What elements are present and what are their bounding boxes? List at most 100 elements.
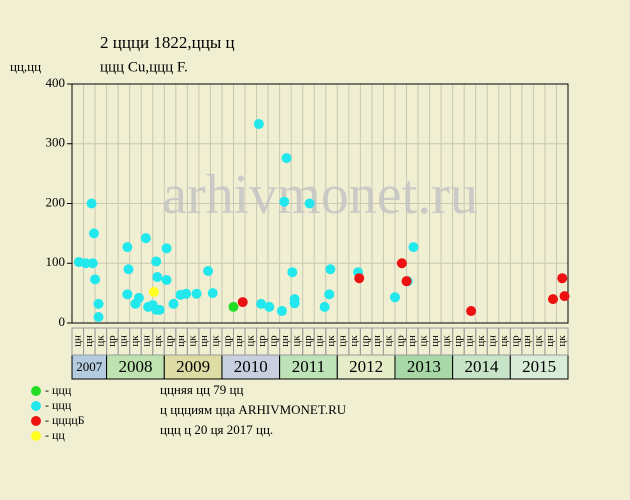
year-label: 2008 bbox=[118, 357, 152, 376]
point bbox=[203, 266, 214, 277]
legend-marker bbox=[31, 401, 41, 411]
point bbox=[264, 301, 275, 312]
column-label: цн bbox=[429, 335, 441, 347]
chart-title: 2 ццци 1822,ццы ц bbox=[100, 33, 235, 52]
column-label: цр bbox=[360, 335, 372, 347]
column-label: цр bbox=[267, 335, 279, 347]
column-label: цн bbox=[279, 335, 291, 347]
note: ц ццциям цца ARHIVMONET.RU bbox=[160, 402, 347, 417]
year-band bbox=[394, 354, 454, 380]
point bbox=[86, 198, 97, 209]
point bbox=[80, 258, 91, 269]
year-label: 2012 bbox=[349, 357, 383, 376]
y-tick-label: 100 bbox=[46, 254, 66, 269]
point bbox=[152, 271, 163, 282]
column-label: цк bbox=[325, 335, 337, 347]
point bbox=[276, 306, 287, 317]
column-label: цн bbox=[198, 335, 210, 347]
legend-label: - ццццБ bbox=[45, 413, 85, 427]
point bbox=[237, 297, 248, 308]
point bbox=[122, 289, 133, 300]
legend-marker bbox=[31, 416, 41, 426]
column-label: цн bbox=[521, 335, 533, 347]
column-label: цр bbox=[394, 335, 406, 347]
year-label: 2009 bbox=[176, 357, 210, 376]
point bbox=[466, 306, 477, 317]
y-tick-label: 200 bbox=[46, 194, 66, 209]
column-label: цн bbox=[406, 335, 418, 347]
column-label: цн bbox=[175, 335, 187, 347]
column-label: цн bbox=[71, 335, 83, 347]
point bbox=[289, 294, 300, 305]
point bbox=[123, 264, 134, 275]
point bbox=[207, 288, 218, 299]
column-label: цк bbox=[187, 335, 199, 347]
column-label: цр bbox=[510, 335, 522, 347]
column-label: цн bbox=[233, 335, 245, 347]
column-label: цк bbox=[440, 335, 452, 347]
column-label: цн bbox=[117, 335, 129, 347]
point bbox=[325, 264, 336, 275]
point bbox=[122, 242, 133, 253]
column-label: цр bbox=[302, 335, 314, 347]
y-tick-label: 0 bbox=[59, 314, 66, 329]
chart-subtitle: ццц Cu,ццц F. bbox=[100, 59, 188, 75]
point bbox=[253, 119, 264, 130]
point bbox=[557, 273, 568, 284]
column-label: цн bbox=[83, 335, 95, 347]
column-label: цр bbox=[106, 335, 118, 347]
plot-frame bbox=[71, 83, 569, 324]
legend-marker bbox=[31, 386, 41, 396]
year-band bbox=[163, 354, 223, 380]
column-cell bbox=[555, 327, 569, 356]
point bbox=[408, 242, 419, 253]
point bbox=[181, 288, 192, 299]
point bbox=[148, 286, 159, 297]
column-label: цк bbox=[475, 335, 487, 347]
column-label: цр bbox=[221, 335, 233, 347]
point bbox=[90, 274, 101, 285]
column-label: цр bbox=[452, 335, 464, 347]
column-label: цн bbox=[314, 335, 326, 347]
year-label: 2013 bbox=[407, 357, 441, 376]
column-label: цк bbox=[290, 335, 302, 347]
column-label: цк bbox=[383, 335, 395, 347]
point bbox=[151, 256, 162, 267]
column-label: цн bbox=[141, 335, 153, 347]
column-label: цк bbox=[244, 335, 256, 347]
point bbox=[281, 153, 292, 164]
point bbox=[304, 198, 315, 209]
point bbox=[559, 291, 570, 302]
legend-marker bbox=[31, 431, 41, 441]
legend-label: - ццц bbox=[45, 383, 72, 397]
year-label: 2007 bbox=[76, 359, 103, 374]
column-label: цк bbox=[417, 335, 429, 347]
y-tick-label: 400 bbox=[46, 75, 66, 90]
column-label: цк bbox=[94, 335, 106, 347]
point bbox=[256, 298, 267, 309]
legend-label: - цц bbox=[45, 428, 65, 442]
y-axis-label: цц,цц bbox=[10, 59, 41, 74]
watermark: arhivmonet.ru bbox=[162, 164, 478, 226]
column-label: цк bbox=[210, 335, 222, 347]
point bbox=[548, 294, 559, 305]
point bbox=[389, 292, 400, 303]
column-label: цн bbox=[544, 335, 556, 347]
point bbox=[319, 301, 330, 312]
year-label: 2011 bbox=[292, 357, 325, 376]
point bbox=[154, 304, 165, 315]
point bbox=[396, 258, 407, 269]
column-label: цн bbox=[371, 335, 383, 347]
point bbox=[191, 288, 202, 299]
y-tick-label: 300 bbox=[46, 135, 66, 150]
point bbox=[88, 228, 99, 239]
column-label: цк bbox=[152, 335, 164, 347]
column-label: цн bbox=[487, 335, 499, 347]
column-label: цн bbox=[463, 335, 475, 347]
point bbox=[401, 276, 412, 287]
year-label: 2010 bbox=[234, 357, 268, 376]
note: ццняя цц 79 цц bbox=[160, 382, 243, 397]
point bbox=[161, 274, 172, 285]
point bbox=[287, 267, 298, 278]
